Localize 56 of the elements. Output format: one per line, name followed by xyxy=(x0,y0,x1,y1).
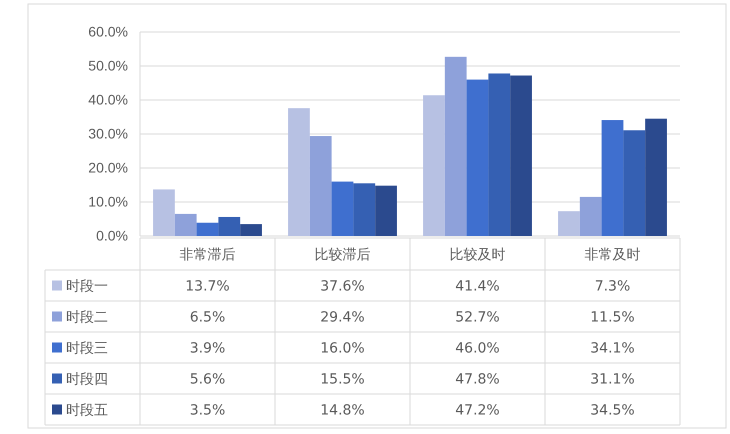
y-tick-label: 50.0% xyxy=(88,57,128,74)
bar xyxy=(466,80,488,236)
legend-label: 时段二 xyxy=(66,310,108,326)
bar xyxy=(375,186,397,236)
bar xyxy=(240,224,262,236)
bar xyxy=(580,196,602,236)
data-label: 34.5% xyxy=(590,402,635,418)
legend-label: 时段三 xyxy=(66,340,108,356)
data-label: 47.2% xyxy=(455,402,500,418)
bar xyxy=(353,183,376,236)
bar xyxy=(174,214,197,236)
data-label: 16.0% xyxy=(320,340,365,356)
bar xyxy=(488,73,510,236)
bar xyxy=(310,136,332,236)
y-tick-label: 30.0% xyxy=(88,125,128,142)
bar xyxy=(153,189,175,236)
bar xyxy=(558,211,580,236)
data-label: 7.3% xyxy=(594,278,630,294)
bar xyxy=(423,95,445,236)
data-label: 15.5% xyxy=(320,372,365,388)
bar xyxy=(444,56,467,236)
bar xyxy=(218,216,240,236)
bar xyxy=(602,120,624,236)
data-label: 3.5% xyxy=(190,402,226,418)
data-label: 47.8% xyxy=(455,372,500,388)
data-label: 46.0% xyxy=(455,340,500,356)
legend-label: 时段一 xyxy=(66,278,108,294)
data-label: 41.4% xyxy=(455,278,500,294)
y-tick-label: 10.0% xyxy=(88,193,128,210)
data-label: 6.5% xyxy=(190,310,226,326)
bar xyxy=(623,130,646,236)
x-tick-label: 比较及时 xyxy=(450,247,506,263)
data-label: 11.5% xyxy=(590,310,635,326)
bar xyxy=(332,182,354,236)
bar xyxy=(196,222,218,236)
bar xyxy=(288,108,310,236)
x-tick-label: 非常滞后 xyxy=(180,247,236,263)
bar xyxy=(645,118,667,236)
data-label: 34.1% xyxy=(590,340,635,356)
data-label: 52.7% xyxy=(455,310,500,326)
data-label: 5.6% xyxy=(190,372,226,388)
y-tick-label: 20.0% xyxy=(88,159,128,176)
data-label: 14.8% xyxy=(320,402,365,418)
data-label: 37.6% xyxy=(320,278,365,294)
data-label: 31.1% xyxy=(590,372,635,388)
y-tick-label: 0.0% xyxy=(96,227,128,244)
legend-label: 时段五 xyxy=(66,402,108,418)
x-tick-label: 比较滞后 xyxy=(314,247,370,263)
legend-label: 时段四 xyxy=(66,372,108,388)
data-label: 3.9% xyxy=(190,340,226,356)
data-label: 29.4% xyxy=(320,310,365,326)
x-tick-label: 非常及时 xyxy=(584,247,640,263)
y-tick-label: 40.0% xyxy=(88,91,128,108)
bar xyxy=(510,76,532,236)
data-label: 13.7% xyxy=(185,278,230,294)
y-tick-label: 60.0% xyxy=(88,23,128,40)
